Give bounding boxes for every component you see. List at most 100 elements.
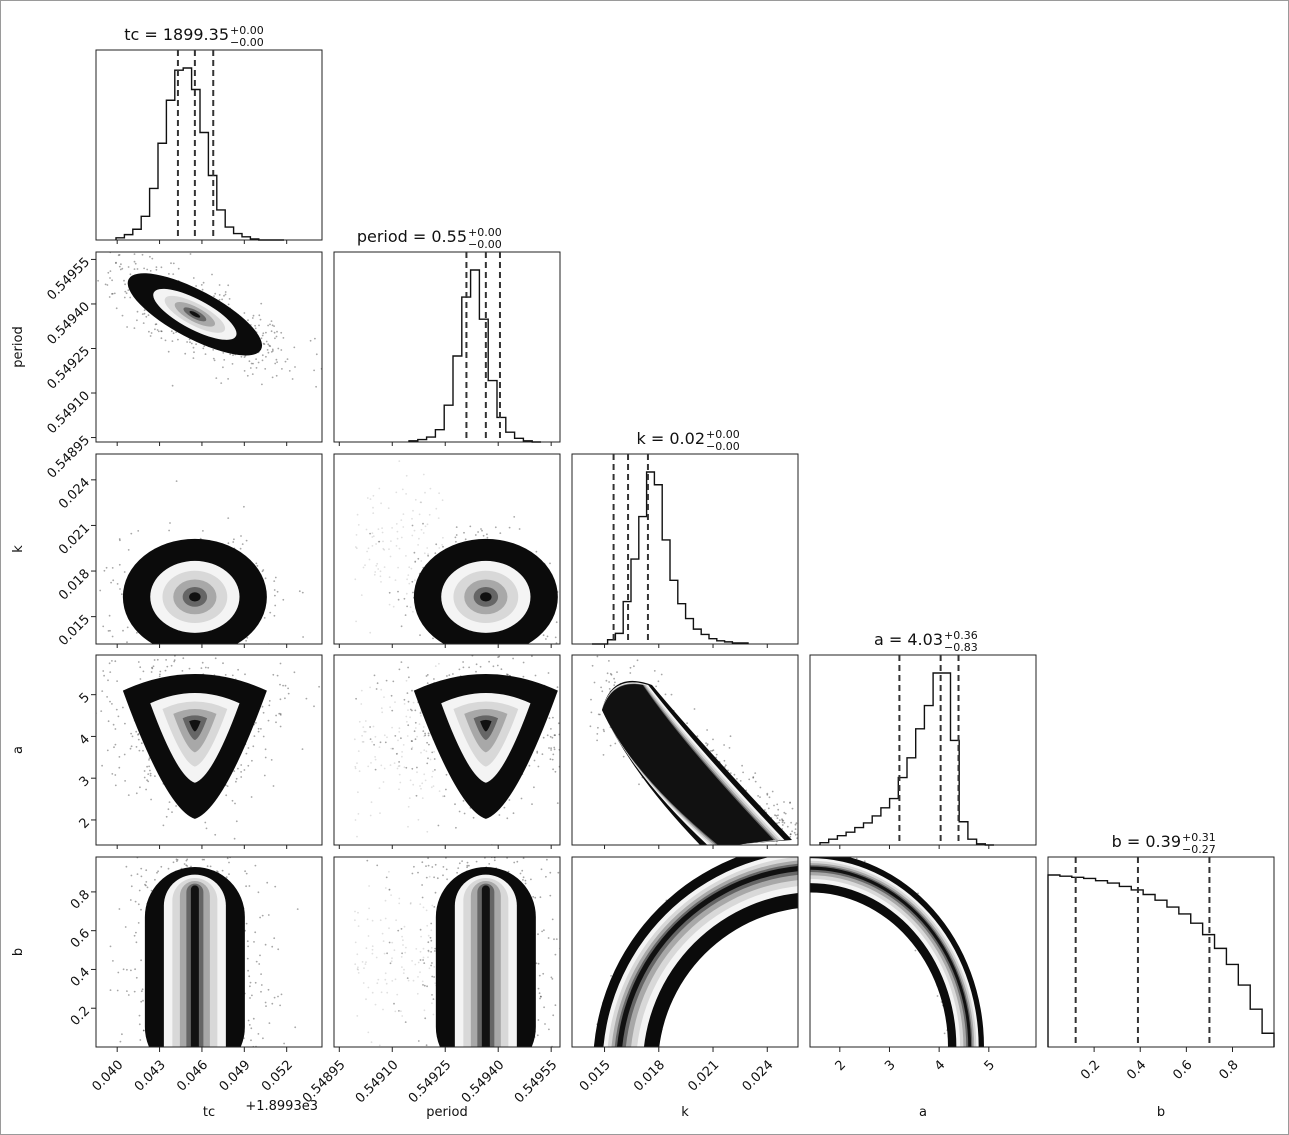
sample-point: [524, 879, 527, 882]
sample-point: [417, 871, 419, 874]
sample-point: [550, 976, 553, 979]
sample-point: [397, 566, 399, 569]
sample-point: [364, 730, 367, 733]
sample-point: [274, 362, 277, 365]
sample-point: [378, 746, 381, 748]
sample-point: [234, 802, 236, 805]
sample-point: [422, 532, 425, 534]
sample-point: [143, 312, 146, 315]
sample-point: [416, 766, 418, 769]
sample-point: [427, 956, 429, 959]
sample-point: [136, 319, 138, 322]
sample-point: [361, 961, 364, 963]
sample-point: [374, 768, 377, 771]
sample-point: [723, 759, 726, 762]
sample-point: [126, 990, 128, 992]
sample-point: [245, 539, 248, 542]
sample-point: [390, 540, 392, 542]
sample-point: [83, 1029, 85, 1031]
sample-point: [294, 1026, 297, 1029]
sample-point: [608, 660, 610, 662]
sample-point: [432, 648, 434, 650]
sample-point: [543, 1006, 545, 1009]
sample-point: [711, 749, 714, 752]
sample-point: [442, 866, 445, 868]
sample-point: [696, 735, 699, 738]
sample-point: [742, 771, 744, 774]
sample-point: [262, 569, 265, 571]
sample-point: [192, 357, 195, 359]
sample-point: [454, 803, 456, 806]
sample-point: [240, 764, 243, 766]
sample-point: [403, 968, 405, 971]
sample-point: [260, 302, 263, 305]
sample-point: [469, 525, 472, 528]
sample-point: [354, 941, 357, 944]
sample-point: [279, 712, 282, 715]
sample-point: [205, 827, 208, 830]
sample-point: [446, 675, 448, 677]
sample-point: [245, 752, 248, 755]
sample-point: [564, 870, 566, 872]
sample-point: [566, 595, 568, 597]
sample-point: [706, 729, 708, 731]
sample-point: [284, 684, 287, 687]
sample-point: [431, 751, 434, 754]
sample-point: [411, 689, 413, 692]
sample-point: [403, 925, 406, 928]
sample-point: [175, 480, 178, 482]
sample-point: [172, 861, 175, 864]
sample-point: [366, 497, 369, 499]
sample-point: [362, 982, 365, 984]
sample-point: [404, 1021, 407, 1023]
panel-frame: [1047, 856, 1275, 1048]
sample-point: [397, 590, 399, 593]
sample-point: [247, 319, 249, 321]
sample-point: [409, 606, 412, 608]
sample-point: [568, 745, 570, 747]
sample-point: [167, 867, 170, 870]
sample-point: [273, 325, 275, 327]
sample-point: [117, 715, 120, 718]
sample-point: [508, 526, 511, 529]
sample-point: [148, 765, 151, 768]
sample-point: [112, 723, 115, 726]
sample-point: [209, 865, 212, 868]
sample-point: [431, 962, 433, 964]
sample-point: [267, 351, 270, 354]
sample-point: [379, 741, 382, 744]
sample-point: [111, 635, 114, 638]
sample-point: [397, 929, 400, 932]
sample-point: [225, 794, 228, 797]
sample-point: [383, 548, 386, 551]
sample-point: [298, 590, 301, 593]
sample-point: [800, 867, 802, 869]
sample-point: [250, 1039, 252, 1042]
sample-point: [591, 664, 594, 667]
sample-point: [418, 513, 421, 516]
sample-point: [251, 994, 253, 997]
sample-point: [402, 944, 404, 946]
sample-point: [354, 919, 356, 922]
sample-point: [458, 862, 461, 865]
marginal-k: k = 0.02 +0.00−0.00: [571, 428, 799, 645]
sample-point: [213, 359, 216, 362]
sample-point: [366, 550, 368, 553]
sample-point: [508, 799, 511, 801]
sample-point: [803, 867, 805, 869]
sample-point: [231, 648, 233, 650]
sample-point: [170, 262, 172, 265]
sample-point: [167, 808, 170, 811]
sample-point: [275, 374, 278, 377]
sample-point: [391, 709, 394, 712]
sample-point: [315, 385, 317, 388]
sample-point: [406, 605, 408, 608]
sample-point: [430, 951, 432, 953]
sample-point: [148, 759, 150, 761]
sample-point: [380, 581, 382, 583]
sample-point: [400, 1010, 402, 1013]
sample-point: [555, 938, 558, 940]
sample-point: [185, 859, 188, 862]
sample-point: [119, 588, 121, 590]
sample-point: [535, 550, 538, 553]
